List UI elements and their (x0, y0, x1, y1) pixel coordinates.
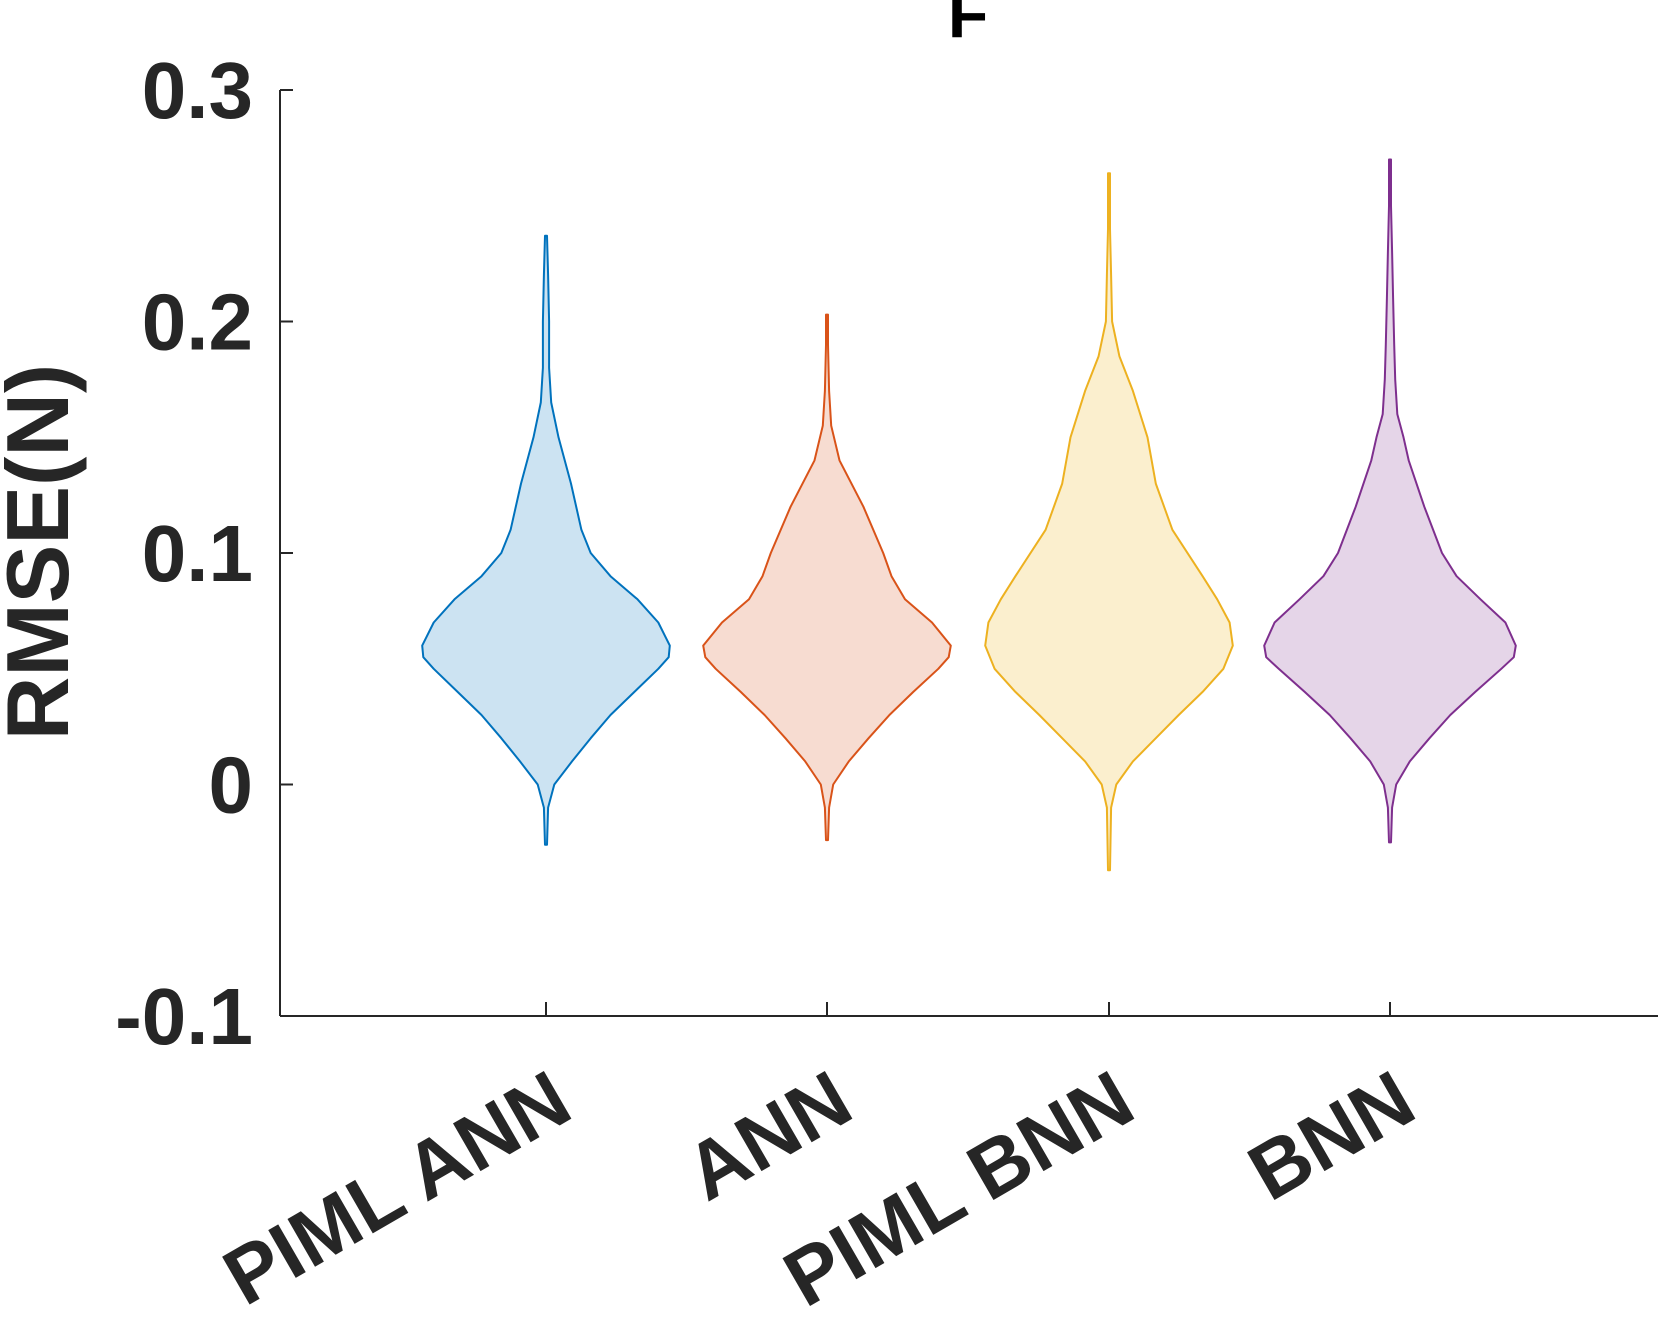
y-tick-label: 0.3 (142, 46, 253, 135)
x-tick-label: ANN (671, 1054, 866, 1218)
y-tick-label: 0 (209, 741, 254, 830)
y-tick-label: -0.1 (115, 972, 253, 1061)
violin-group (421, 158, 1517, 872)
violin-ann (702, 313, 952, 842)
violin-piml-bnn (984, 172, 1234, 872)
violin-piml-ann (421, 234, 671, 846)
x-tick-label: PIML ANN (209, 1054, 585, 1322)
chart-title: F (948, 0, 988, 51)
y-tick-label: 0.1 (142, 509, 253, 598)
violin-bnn (1263, 158, 1517, 844)
y-axis-label: RMSE(N) (0, 364, 87, 740)
x-tick-label: BNN (1234, 1054, 1429, 1218)
y-tick-label: 0.2 (142, 278, 253, 367)
axes (279, 90, 1658, 1017)
y-ticks: -0.1 0 0.1 0.2 0.3 (115, 46, 293, 1061)
